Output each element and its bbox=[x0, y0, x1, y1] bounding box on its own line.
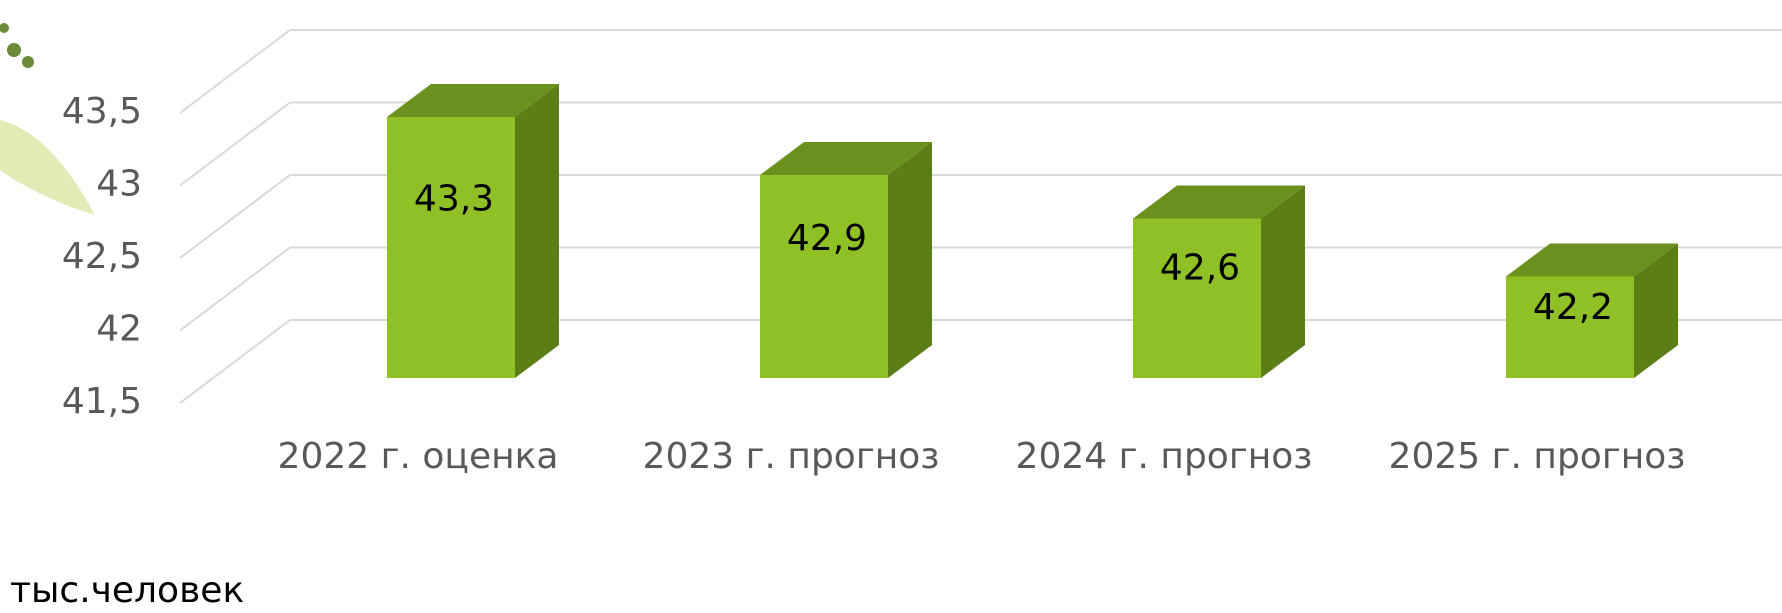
y-tick-label: 43,5 bbox=[62, 91, 142, 132]
bar-side bbox=[515, 84, 559, 378]
x-tick-label: 2024 г. прогноз bbox=[1016, 436, 1313, 477]
grid-line bbox=[180, 320, 290, 403]
x-tick-label: 2023 г. прогноз bbox=[643, 436, 940, 477]
grid-line bbox=[180, 30, 290, 113]
y-tick-label: 41,5 bbox=[62, 381, 142, 422]
bar bbox=[387, 117, 515, 378]
value-label: 43,3 bbox=[414, 179, 494, 220]
grid-line bbox=[180, 248, 290, 331]
grid-line bbox=[180, 103, 290, 186]
y-tick-label: 43 bbox=[96, 164, 142, 205]
bar-side bbox=[888, 142, 932, 378]
value-label: 42,2 bbox=[1533, 287, 1613, 328]
value-label: 42,9 bbox=[787, 218, 867, 259]
bar bbox=[1133, 219, 1261, 379]
chart: 41,5 42 42,5 43 43,5 43,3 2022 г. оценка 42,9 20… bbox=[0, 0, 1782, 613]
bar bbox=[760, 175, 888, 378]
x-tick-label: 2022 г. оценка bbox=[278, 436, 559, 477]
y-tick-label: 42 bbox=[96, 309, 142, 350]
value-label: 42,6 bbox=[1160, 248, 1240, 289]
y-tick-label: 42,5 bbox=[62, 236, 142, 277]
grid-line bbox=[180, 175, 290, 258]
x-tick-label: 2025 г. прогноз bbox=[1389, 436, 1686, 477]
bar-side bbox=[1261, 186, 1305, 379]
unit-label: тыс.человек bbox=[10, 570, 244, 611]
